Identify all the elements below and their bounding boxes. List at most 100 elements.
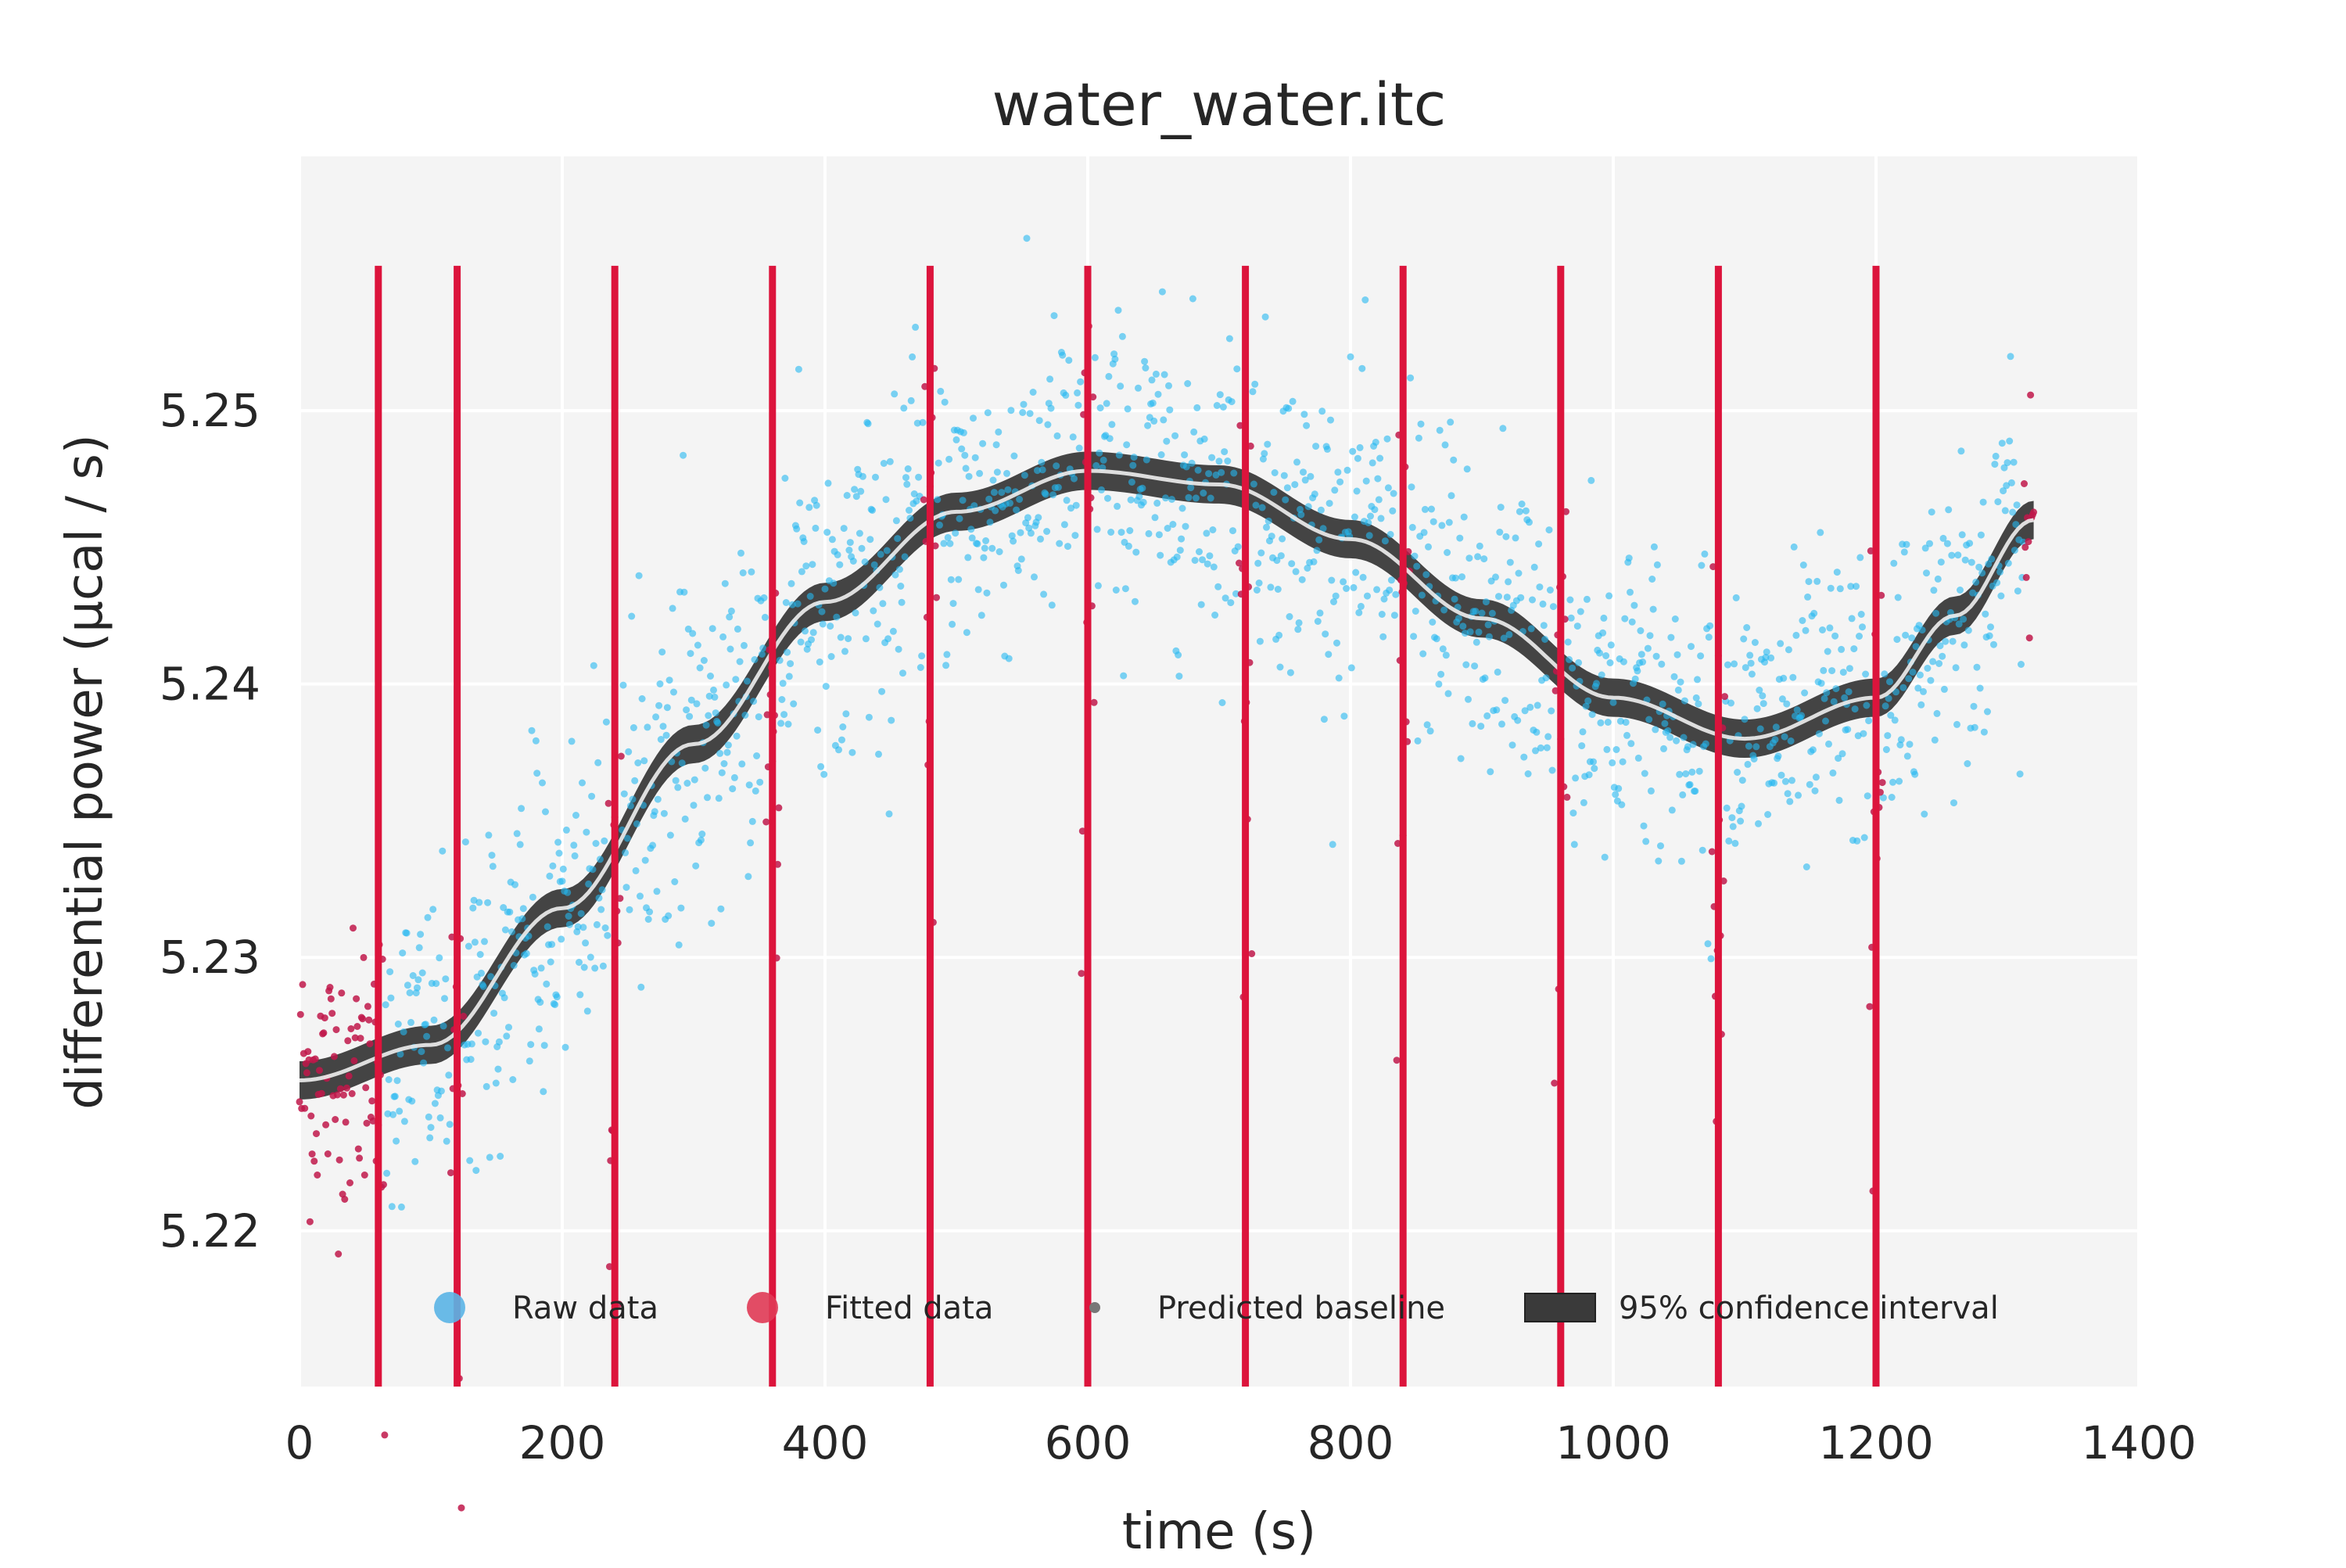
raw-data-point — [1383, 435, 1391, 443]
raw-data-point — [1273, 557, 1281, 565]
raw-data-point — [1094, 582, 1102, 590]
raw-data-point — [1035, 514, 1042, 522]
raw-data-point — [1767, 654, 1775, 662]
raw-data-point — [511, 881, 518, 888]
raw-data-point — [906, 515, 914, 522]
raw-data-point — [1074, 401, 1082, 409]
raw-data-point — [468, 1040, 475, 1048]
raw-data-point — [1641, 770, 1648, 777]
raw-data-point — [1909, 669, 1917, 676]
raw-data-point — [1285, 404, 1293, 412]
raw-data-point — [1620, 658, 1627, 666]
raw-data-point — [415, 944, 423, 952]
raw-data-point — [1975, 563, 1983, 571]
raw-data-point — [848, 748, 856, 756]
raw-data-point — [1897, 736, 1905, 744]
fitted-data-point — [350, 1057, 358, 1064]
raw-data-point — [1639, 658, 1647, 666]
raw-data-point — [1192, 494, 1200, 502]
raw-data-point — [970, 414, 977, 422]
raw-data-point — [1830, 698, 1838, 705]
x-axis-ticks: 0 200 400 600 800 1000 1200 1400 — [285, 1416, 2197, 1469]
raw-data-point — [1670, 673, 1678, 680]
raw-data-point — [425, 1113, 432, 1121]
raw-data-point — [1206, 552, 1214, 560]
raw-data-point — [834, 551, 841, 558]
raw-data-point — [1817, 680, 1825, 687]
raw-data-point — [898, 598, 906, 606]
raw-data-point — [1280, 472, 1288, 479]
raw-data-point — [1825, 740, 1832, 748]
raw-data-point — [619, 681, 627, 689]
raw-data-point — [808, 636, 815, 644]
raw-data-point — [707, 673, 714, 680]
raw-data-point — [657, 736, 665, 743]
raw-data-point — [1210, 563, 1218, 571]
raw-data-point — [737, 549, 744, 557]
raw-data-point — [872, 473, 879, 481]
raw-data-point — [1380, 595, 1388, 603]
raw-data-point — [1785, 646, 1792, 654]
raw-data-point — [1031, 573, 1038, 581]
raw-data-point — [1325, 500, 1333, 508]
raw-data-point — [1607, 641, 1615, 649]
raw-data-point — [1832, 685, 1840, 693]
raw-data-point — [1831, 632, 1839, 640]
raw-data-point — [1802, 626, 1810, 634]
raw-data-point — [992, 507, 999, 515]
raw-data-point — [1152, 370, 1160, 378]
raw-data-point — [1415, 434, 1422, 442]
raw-data-point — [891, 390, 899, 398]
raw-data-point — [917, 664, 924, 671]
raw-data-point — [495, 1038, 503, 1046]
raw-data-point — [748, 817, 756, 825]
raw-data-point — [866, 536, 874, 544]
raw-data-point — [1318, 407, 1326, 415]
raw-data-point — [1130, 454, 1138, 461]
raw-data-point — [1508, 741, 1516, 749]
raw-data-point — [1010, 452, 1018, 460]
fitted-data-point — [361, 1172, 368, 1179]
raw-data-point — [1252, 501, 1260, 509]
raw-data-point — [536, 999, 544, 1006]
raw-data-point — [986, 518, 994, 526]
raw-data-point — [588, 792, 596, 800]
raw-data-point — [1389, 507, 1397, 515]
raw-data-point — [751, 656, 759, 663]
raw-data-point — [1935, 660, 1943, 667]
raw-data-point — [1114, 307, 1122, 314]
raw-data-point — [1477, 723, 1485, 730]
raw-data-point — [1158, 288, 1166, 296]
raw-data-point — [388, 1203, 396, 1211]
x-tick-label: 200 — [519, 1416, 606, 1469]
raw-data-point — [702, 721, 710, 729]
raw-data-point — [1141, 357, 1149, 365]
raw-data-point — [718, 769, 726, 777]
raw-data-point — [802, 627, 809, 635]
fitted-data-point — [303, 1069, 310, 1077]
raw-data-point — [660, 809, 668, 817]
raw-data-point — [393, 1077, 401, 1085]
raw-data-point — [444, 1044, 451, 1052]
raw-data-point — [1612, 746, 1620, 753]
raw-data-point — [407, 1018, 414, 1026]
raw-data-point — [1697, 652, 1705, 660]
raw-data-point — [1756, 725, 1764, 733]
raw-data-point — [1038, 458, 1046, 466]
raw-data-point — [1171, 432, 1179, 440]
raw-data-point — [1985, 632, 1993, 640]
raw-data-point — [1277, 552, 1285, 560]
raw-data-point — [1213, 402, 1221, 409]
raw-data-point — [1804, 593, 1812, 601]
raw-data-point — [846, 539, 854, 547]
raw-data-point — [1836, 585, 1844, 593]
raw-data-point — [1428, 505, 1435, 513]
grid-lines — [298, 156, 2140, 1387]
raw-data-point — [894, 535, 902, 543]
fitted-data-point — [362, 1084, 370, 1092]
raw-data-point — [1850, 645, 1858, 653]
raw-data-point — [537, 964, 545, 972]
raw-data-point — [577, 910, 585, 917]
raw-data-point — [669, 605, 676, 612]
raw-data-point — [2009, 508, 2017, 516]
